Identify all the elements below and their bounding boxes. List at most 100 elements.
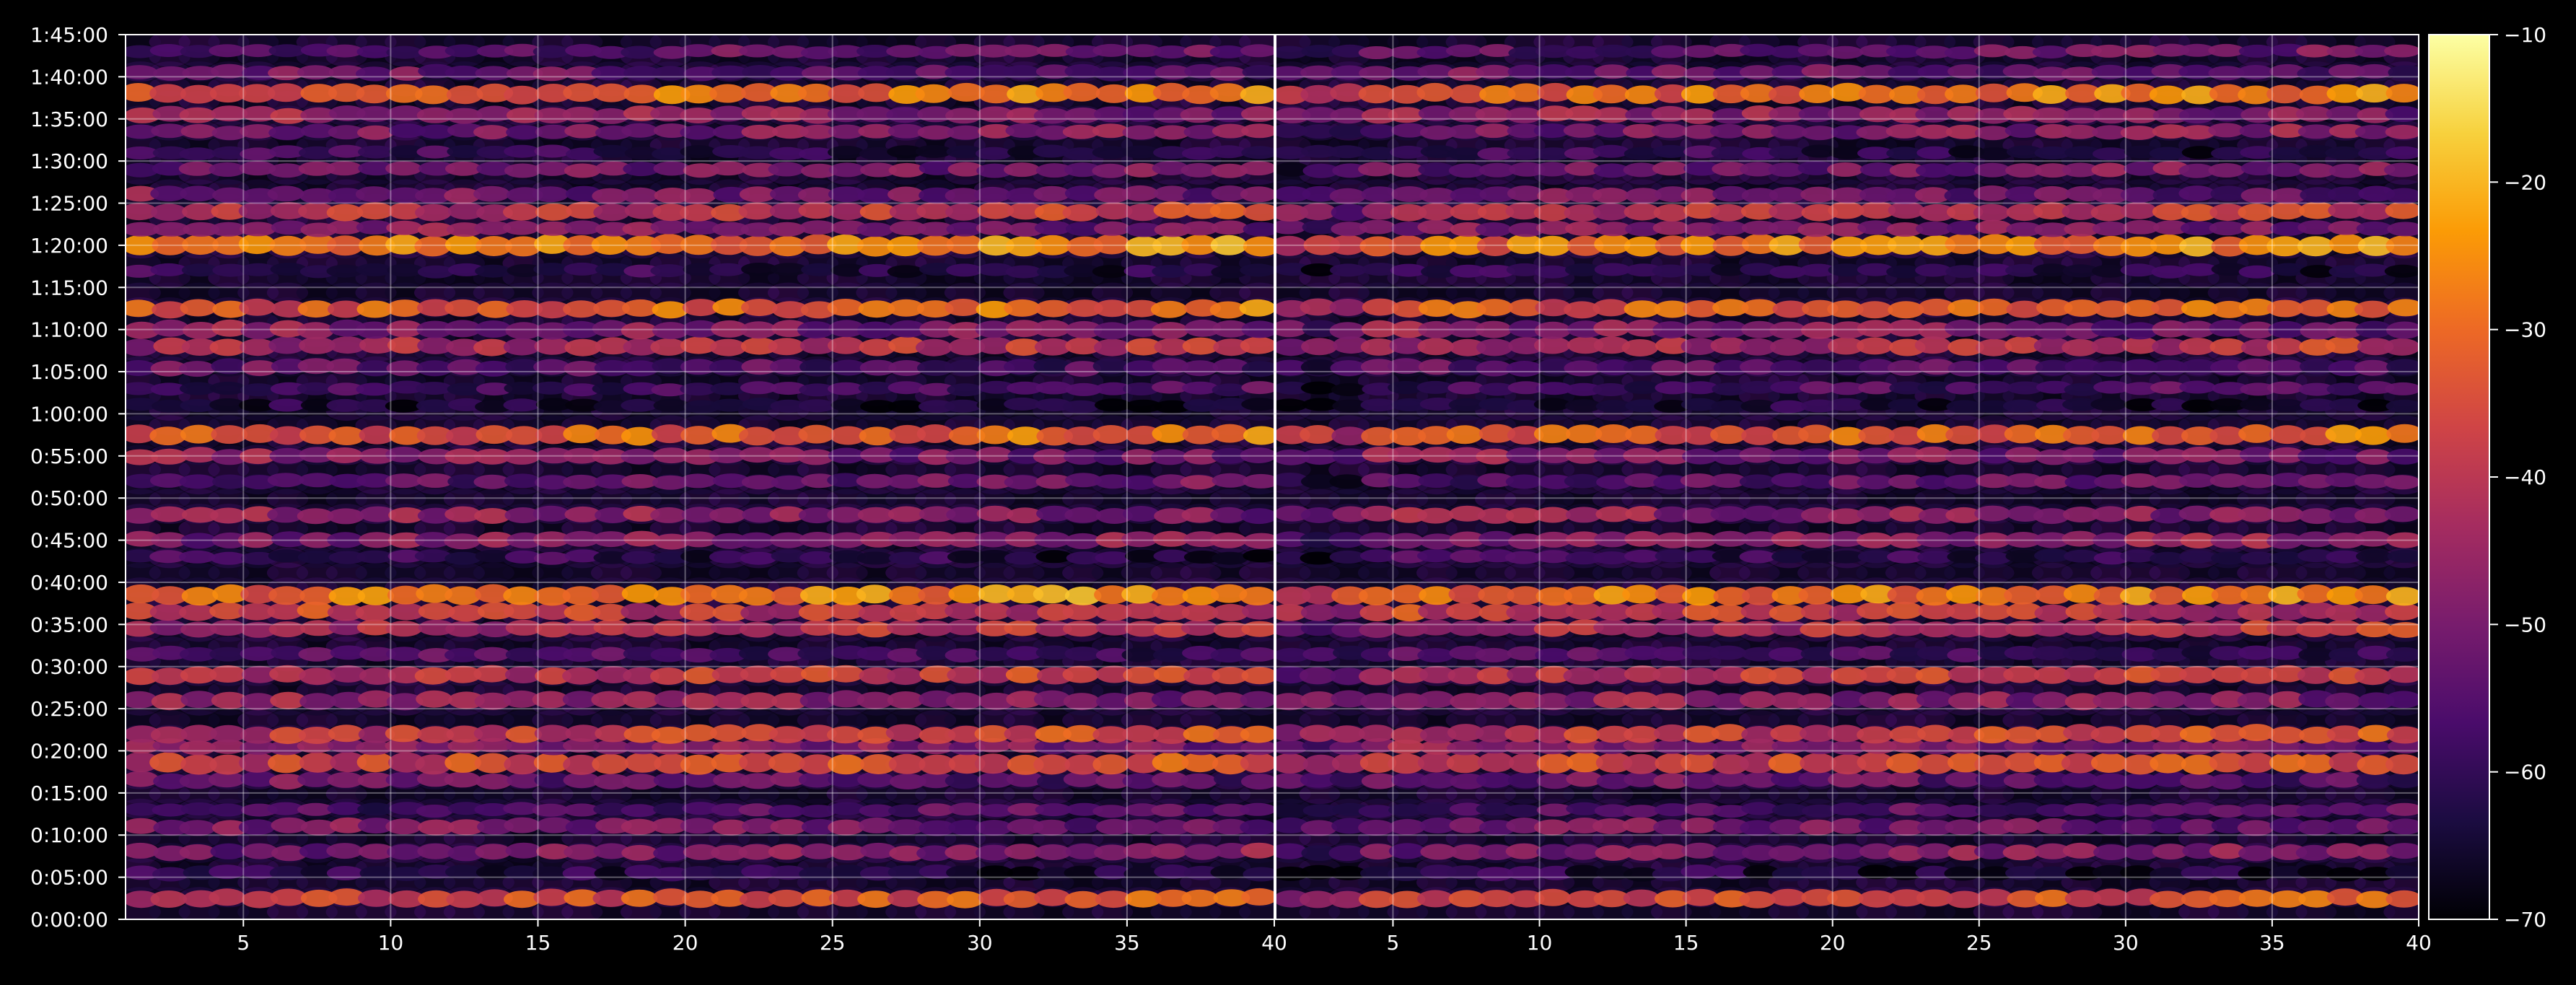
heatmap-cell (828, 690, 864, 708)
heatmap-cell (888, 819, 925, 836)
heatmap-cell (126, 235, 159, 255)
heatmap-cell (240, 726, 277, 744)
heatmap-cell (1183, 263, 1221, 276)
heatmap-cell (296, 784, 338, 805)
heatmap-cell (887, 691, 924, 709)
heatmap-cell (976, 474, 1014, 489)
heatmap-cell (828, 754, 864, 775)
heatmap-cell (797, 710, 838, 731)
heatmap-cell (1181, 620, 1218, 636)
heatmap-cell (770, 532, 807, 548)
heatmap-cell (799, 220, 836, 235)
heatmap-cell (1003, 890, 1041, 909)
heatmap-cell (359, 866, 397, 880)
heatmap-cell (682, 299, 719, 317)
heatmap-cell (533, 752, 571, 773)
heatmap-cell (738, 532, 775, 548)
heatmap-cell (296, 710, 338, 731)
heatmap-cell (652, 424, 688, 444)
heatmap-cell (650, 264, 687, 278)
heatmap-cell (945, 602, 981, 620)
heatmap-cell (385, 399, 422, 413)
heatmap-cell (208, 784, 250, 805)
heatmap-cell (859, 866, 897, 881)
heatmap-cell (709, 518, 750, 539)
heatmap-cell (238, 234, 276, 255)
heatmap-cell (800, 665, 838, 683)
heatmap-cell (975, 737, 1012, 753)
heatmap-cell (1066, 551, 1103, 565)
heatmap-cell (444, 752, 481, 773)
heatmap-cell (828, 320, 865, 338)
heatmap-cell (325, 828, 367, 849)
heatmap-cell (1241, 621, 1274, 637)
heatmap-cell (299, 425, 336, 445)
heatmap-cell (590, 828, 633, 849)
heatmap-cell (414, 236, 451, 257)
heatmap-cell (358, 690, 395, 708)
heatmap-cell (1004, 475, 1041, 490)
heatmap-cell (561, 489, 603, 509)
heatmap-cell (857, 106, 893, 123)
heatmap-cell (126, 398, 159, 411)
heatmap-cell (860, 531, 897, 548)
heatmap-cell (447, 845, 484, 862)
heatmap-cell (565, 398, 602, 412)
heatmap-cell (385, 473, 422, 489)
heatmap-cell (1328, 784, 1370, 805)
heatmap-cell (1240, 842, 1274, 859)
heatmap-cell (387, 105, 424, 121)
heatmap-cell (887, 739, 924, 754)
heatmap-cell (1183, 803, 1220, 817)
heatmap-cell (740, 146, 776, 159)
heatmap-cell (592, 448, 629, 465)
heatmap-cell (830, 426, 867, 445)
heatmap-cell (857, 321, 894, 339)
heatmap-cell (504, 550, 542, 564)
heatmap-cell (768, 844, 805, 860)
heatmap-cell (504, 890, 540, 909)
heatmap-cell (356, 382, 393, 396)
heatmap-cell (268, 398, 305, 412)
heatmap-cell (1121, 710, 1162, 731)
heatmap-cell (1212, 383, 1249, 397)
heatmap-cell (915, 84, 952, 103)
heatmap-cell (183, 222, 219, 237)
heatmap-cell (1152, 235, 1189, 256)
heatmap-cell (1123, 162, 1161, 178)
heatmap-cell (126, 449, 158, 465)
heatmap-cell (266, 489, 309, 509)
heatmap-cell (271, 220, 308, 235)
heatmap-cell (1125, 222, 1162, 237)
heatmap-cell (416, 145, 454, 159)
heatmap-cell (682, 692, 719, 710)
heatmap-cell (919, 263, 956, 276)
heatmap-cell (650, 338, 687, 356)
heatmap-cell (595, 161, 632, 176)
heatmap-cell (267, 83, 305, 102)
heatmap-cell (1240, 819, 1274, 836)
heatmap-cell (564, 549, 602, 563)
heatmap-cell (240, 338, 276, 356)
heatmap-cell (1006, 604, 1043, 622)
heatmap-cell (591, 585, 628, 604)
heatmap-cell (1123, 264, 1161, 278)
heatmap-cell (623, 84, 660, 104)
heatmap-cell (356, 360, 393, 377)
heatmap-cell (620, 459, 662, 480)
heatmap-cell (973, 282, 1015, 303)
heatmap-cell (945, 773, 982, 789)
heatmap-cell (1092, 163, 1129, 178)
heatmap-cell (826, 710, 868, 731)
heatmap-cell (563, 754, 600, 775)
heatmap-cell (1183, 44, 1220, 58)
heatmap-cell (209, 620, 247, 636)
heatmap-cell (209, 162, 246, 177)
heatmap-cell (1004, 65, 1041, 80)
heatmap-cell (476, 204, 513, 222)
heatmap-cell (974, 603, 1012, 621)
heatmap-cell (977, 235, 1015, 256)
heatmap-cell (947, 666, 983, 684)
heatmap-cell (211, 319, 249, 337)
heatmap-cell (713, 186, 750, 203)
